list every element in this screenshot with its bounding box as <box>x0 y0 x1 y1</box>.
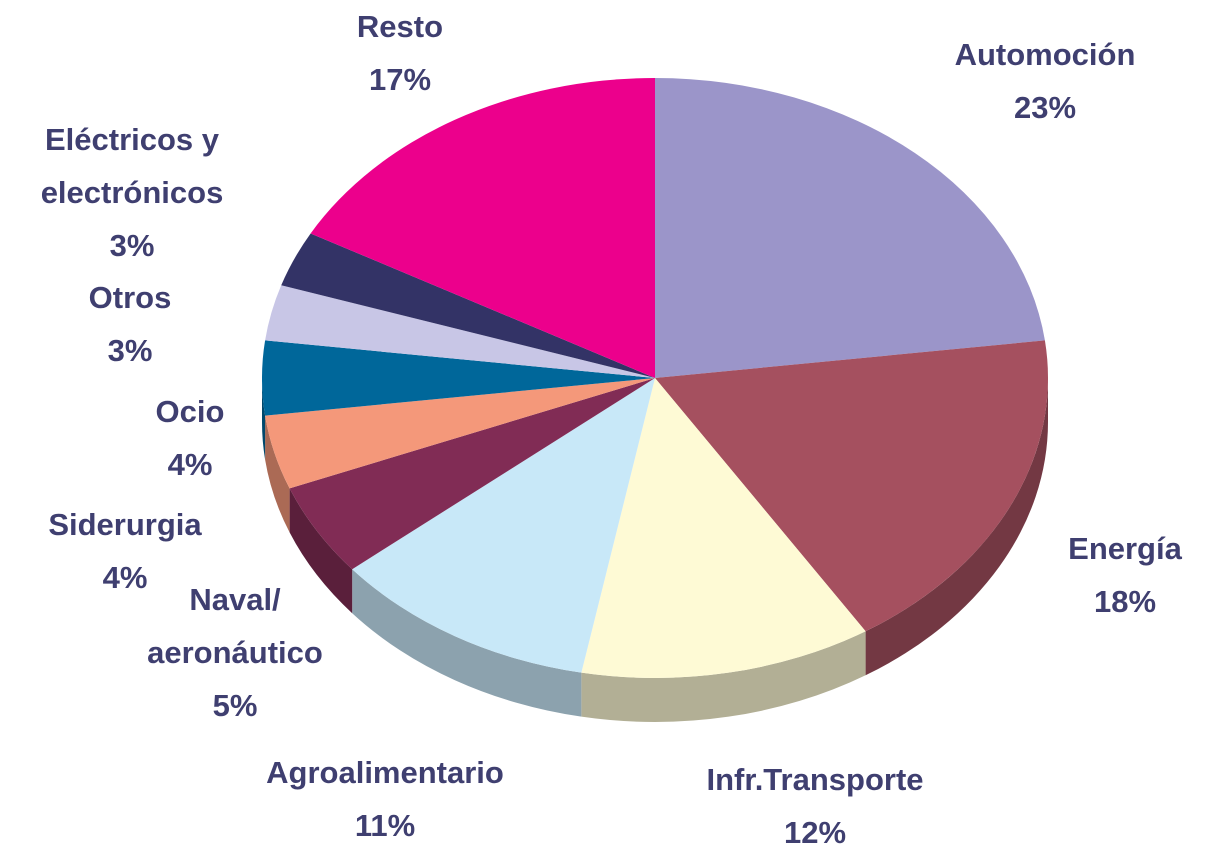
slice-label: Infr.Transporte 12% <box>645 753 985 852</box>
slice <box>581 378 866 679</box>
category-label: Naval/ aeronáutico <box>147 582 323 670</box>
slice <box>281 233 655 378</box>
slice <box>289 378 655 570</box>
slice-label: Ocio 4% <box>90 385 290 491</box>
slice <box>265 378 655 489</box>
slice-label: Agroalimentario 11% <box>225 746 545 852</box>
value-label: 18% <box>1093 584 1157 619</box>
value-label: 12% <box>783 815 847 850</box>
slice-side <box>262 378 266 460</box>
category-label: Otros <box>88 280 172 315</box>
slice-label: Otros 3% <box>30 271 230 377</box>
slice-label: Energía 18% <box>1025 522 1212 628</box>
slice-side <box>352 569 582 717</box>
value-label: 23% <box>1013 90 1077 125</box>
slice-side <box>865 378 1048 676</box>
category-label: Agroalimentario <box>266 755 504 790</box>
slice-side <box>289 488 353 614</box>
slice-side <box>265 415 290 533</box>
category-label: Ocio <box>155 394 225 429</box>
value-label: 3% <box>107 333 153 368</box>
slice <box>655 78 1045 378</box>
category-label: Infr.Transporte <box>706 762 924 797</box>
slice-label: Siderurgia 4% <box>5 498 245 604</box>
category-label: Resto <box>356 9 444 44</box>
value-label: 4% <box>167 447 213 482</box>
category-label: Automoción <box>954 37 1136 72</box>
slice <box>352 378 655 673</box>
category-label: Siderurgia <box>48 507 202 542</box>
slice-label: Naval/ aeronáutico 5% <box>115 573 355 732</box>
value-label: 11% <box>354 808 416 843</box>
slice-label: Eléctricos y electrónicos 3% <box>7 113 257 272</box>
slice <box>265 285 655 378</box>
value-label: 17% <box>368 62 432 97</box>
value-label: 4% <box>102 560 148 595</box>
slice <box>261 340 655 416</box>
slice-label: Resto 17% <box>300 0 500 106</box>
value-label: 5% <box>212 688 258 723</box>
category-label: Eléctricos y electrónicos <box>40 122 224 210</box>
slice <box>310 78 655 378</box>
slice-label: Automoción 23% <box>885 28 1205 134</box>
value-label: 3% <box>109 228 155 263</box>
slice <box>655 340 1048 632</box>
category-label: Energía <box>1068 531 1182 566</box>
slice-side <box>581 631 866 722</box>
